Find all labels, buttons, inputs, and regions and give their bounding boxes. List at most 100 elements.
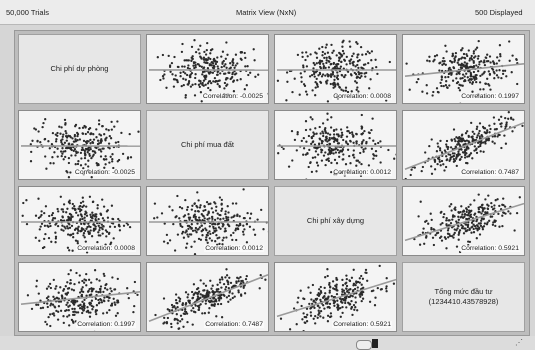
scatter-point — [372, 157, 375, 160]
scatter-cell-1-3[interactable]: Correlation: 0.7487 — [402, 110, 525, 180]
scatter-point — [65, 132, 68, 135]
scatter-point — [473, 199, 476, 202]
scatter-point — [327, 60, 330, 63]
scatter-point — [342, 138, 345, 142]
scatter-point — [66, 315, 69, 318]
scatter-point — [343, 291, 346, 295]
scatter-cell-1-0[interactable]: Correlation: -0.0025 — [18, 110, 141, 180]
scroll-handle-icon[interactable] — [356, 340, 372, 350]
scatter-cell-2-0[interactable]: Correlation: 0.0008 — [18, 186, 141, 256]
scatter-point — [288, 328, 292, 331]
scatter-point — [91, 150, 95, 153]
scatter-point — [26, 294, 30, 297]
correlation-label: Correlation: -0.0025 — [73, 169, 136, 176]
resize-grip-icon[interactable]: ⋰ — [515, 338, 523, 347]
scatter-point — [62, 133, 65, 136]
scatter-point — [313, 63, 316, 66]
scatter-point — [450, 61, 454, 64]
scatter-point — [340, 88, 343, 91]
scatter-cell-0-3[interactable]: Correlation: 0.1997 — [402, 34, 525, 104]
scatter-point — [86, 306, 89, 309]
scatter-point — [213, 229, 216, 233]
scatter-cell-2-3[interactable]: Correlation: 0.5921 — [402, 186, 525, 256]
scatter-point — [254, 75, 257, 78]
scatter-point — [85, 214, 89, 217]
scatter-point — [466, 76, 469, 79]
scatter-point — [375, 154, 378, 157]
scatter-point — [483, 63, 487, 67]
scatter-point — [245, 241, 249, 244]
scatter-point — [439, 139, 442, 143]
scatter-point — [223, 81, 227, 85]
scatter-point — [352, 64, 355, 67]
scatter-point — [53, 306, 57, 309]
scatter-point — [466, 225, 470, 229]
scatter-point — [498, 204, 501, 208]
scatter-point — [315, 77, 318, 81]
scatter-point — [457, 150, 460, 153]
scatter-point — [356, 42, 359, 45]
scatter-point — [66, 207, 69, 210]
scatter-point — [207, 80, 211, 83]
scatter-point — [211, 215, 214, 219]
scatter-point — [53, 217, 57, 220]
scatter-point — [92, 138, 96, 141]
scatter-point — [333, 304, 336, 307]
scatter-point — [196, 222, 199, 225]
scatter-point — [317, 309, 320, 312]
scatter-point — [110, 128, 113, 131]
scatter-point — [248, 217, 252, 220]
scatter-point — [121, 152, 125, 156]
scatter-point — [153, 202, 157, 205]
scatter-point — [328, 142, 332, 146]
scatter-point — [239, 78, 242, 81]
scroll-thumb[interactable] — [372, 339, 378, 348]
scatter-point — [180, 207, 184, 210]
scatter-point — [78, 274, 81, 277]
scatter-point — [220, 198, 223, 202]
scatter-point — [49, 324, 52, 328]
scatter-point — [309, 128, 312, 131]
scatter-cell-2-1[interactable]: Correlation: 0.0012 — [146, 186, 269, 256]
scatter-cell-3-1[interactable]: Correlation: 0.7487 — [146, 262, 269, 332]
scatter-point — [66, 225, 69, 228]
scatter-point — [71, 207, 74, 210]
scatter-point — [187, 64, 190, 67]
scatter-point — [485, 56, 488, 60]
scatter-cell-0-1[interactable]: Correlation: -0.0025 — [146, 34, 269, 104]
scatter-point — [336, 305, 340, 308]
scatter-point — [454, 145, 457, 148]
scatter-point — [359, 151, 362, 155]
scatter-point — [477, 54, 480, 58]
scatter-point — [330, 295, 333, 298]
scatter-point — [63, 141, 67, 144]
scatter-point — [97, 302, 101, 305]
scatter-point — [76, 162, 80, 166]
scatter-cell-3-2[interactable]: Correlation: 0.5921 — [274, 262, 397, 332]
scatter-point — [183, 214, 187, 217]
scatter-point — [216, 217, 219, 220]
scatter-point — [503, 69, 507, 72]
scatter-point — [360, 72, 363, 75]
scatter-point — [71, 202, 74, 206]
scatter-cell-0-2[interactable]: Correlation: 0.0008 — [274, 34, 397, 104]
scatter-point — [468, 57, 472, 60]
scatter-point — [56, 224, 60, 228]
scatter-cell-1-2[interactable]: Correlation: 0.0012 — [274, 110, 397, 180]
scatter-point — [304, 120, 308, 123]
scatter-point — [385, 277, 388, 280]
scatter-point — [465, 208, 469, 211]
scatter-point — [309, 311, 312, 314]
scatter-point — [355, 133, 358, 136]
scatter-cell-3-0[interactable]: Correlation: 0.1997 — [18, 262, 141, 332]
scatter-point — [90, 235, 94, 238]
scatter-point — [64, 123, 67, 126]
scatter-point — [312, 299, 316, 302]
scatter-point — [227, 216, 230, 219]
scatter-point — [328, 138, 331, 141]
variable-value: (1234410.43578928) — [428, 297, 499, 306]
scatter-point — [483, 127, 487, 130]
scatter-point — [425, 219, 428, 223]
scatter-point — [70, 318, 74, 322]
scatter-point — [104, 163, 107, 166]
